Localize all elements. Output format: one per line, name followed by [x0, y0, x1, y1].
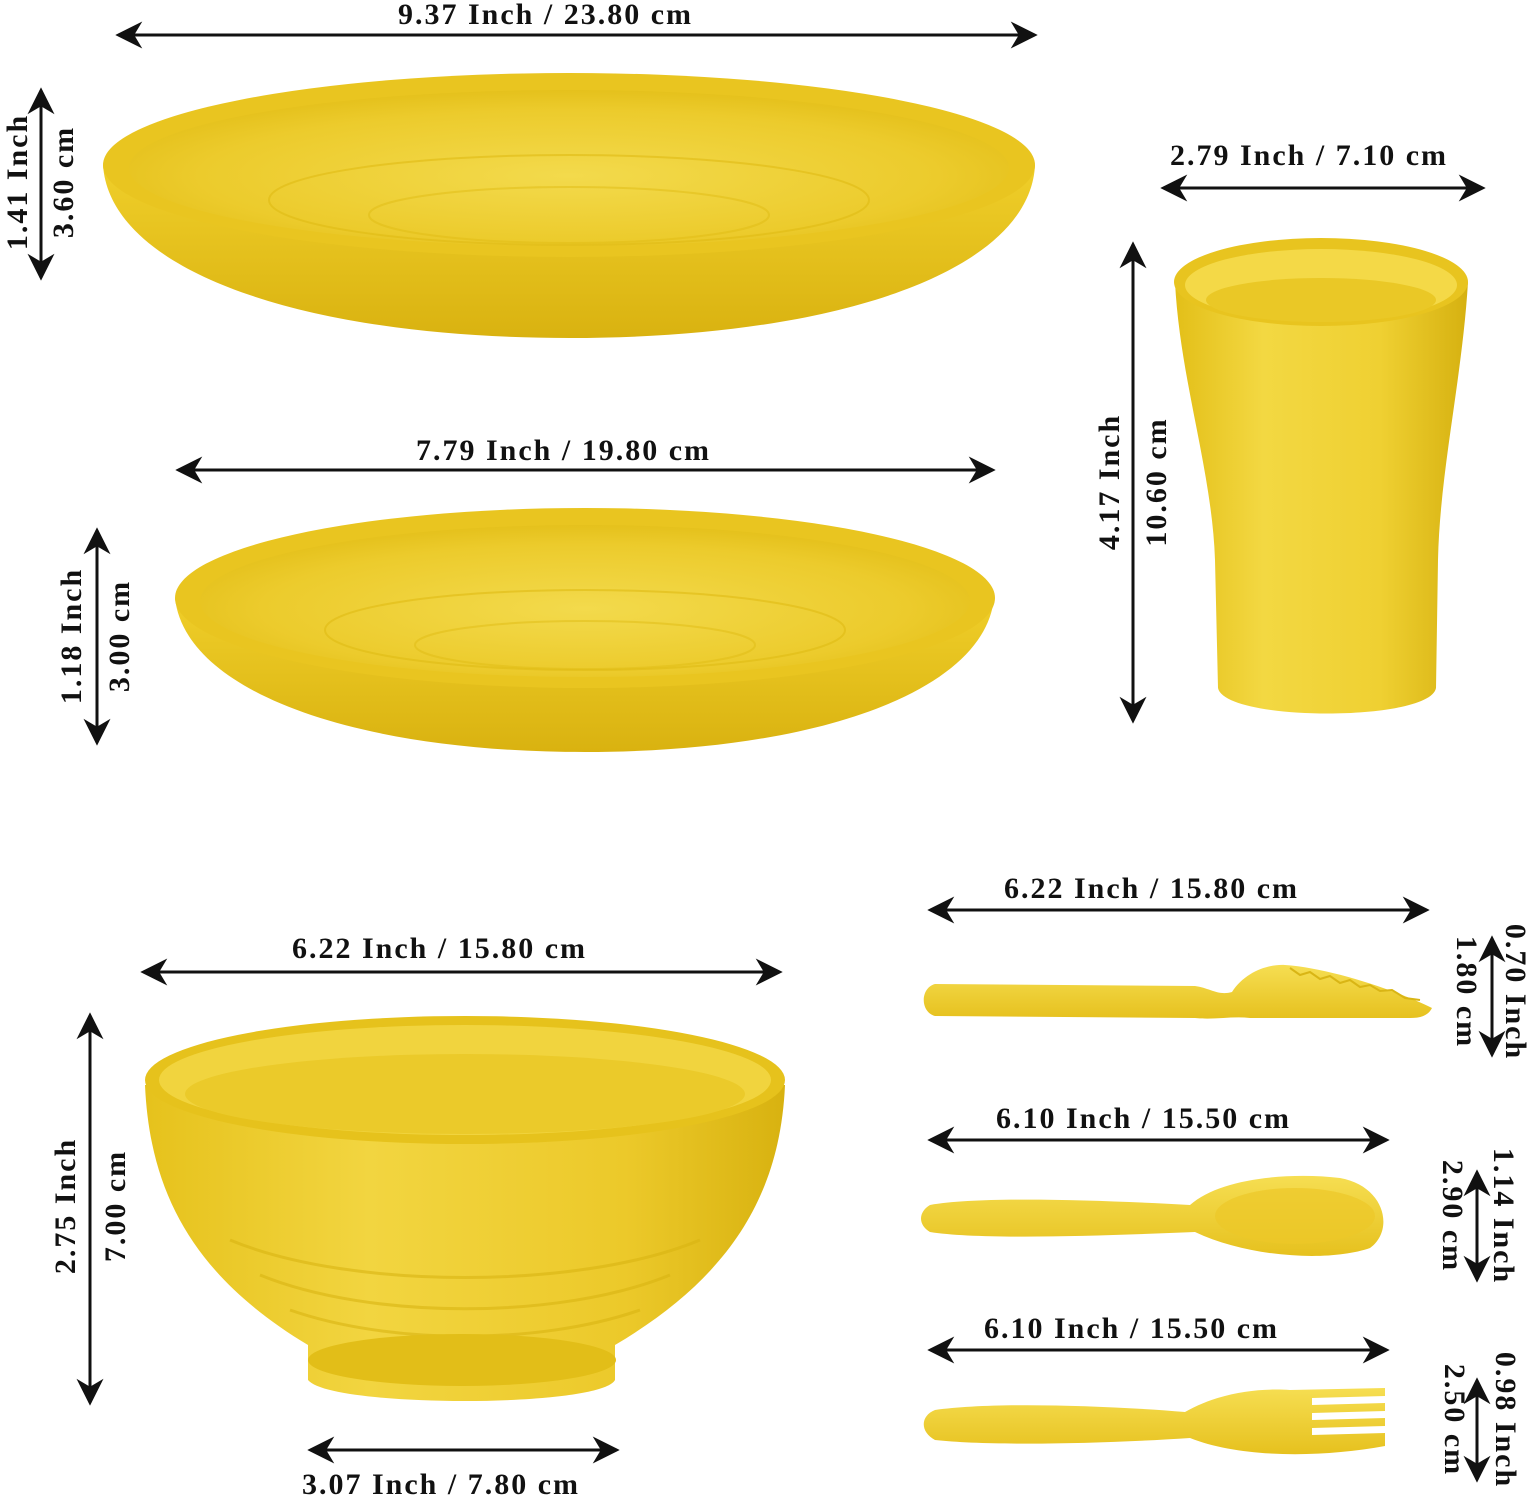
bowl-height-cm: 7.00 cm: [99, 1149, 132, 1263]
small-plate-height-cm: 3.00 cm: [103, 579, 136, 693]
knife-height-cm: 1.80 cm: [1450, 935, 1483, 1049]
knife-width-label: 6.22 Inch / 15.80 cm: [1004, 872, 1299, 905]
cup-height-cm: 10.60 cm: [1140, 417, 1173, 547]
knife-height-inch: 0.70 Inch: [1499, 923, 1532, 1061]
large-plate-height-inch: 1.41 Inch: [1, 113, 34, 251]
large-plate-width-label: 9.37 Inch / 23.80 cm: [398, 0, 693, 31]
cup-width-label: 2.79 Inch / 7.10 cm: [1170, 139, 1448, 172]
bowl-width-label: 6.22 Inch / 15.80 cm: [292, 932, 587, 965]
dimension-arrows: [27, 21, 1506, 1483]
fork-height-cm: 2.50 cm: [1438, 1363, 1471, 1477]
small-plate-width-label: 7.79 Inch / 19.80 cm: [416, 434, 711, 467]
bowl: [145, 1016, 785, 1401]
large-plate-height-cm: 3.60 cm: [47, 125, 80, 239]
small-plate-height-inch: 1.18 Inch: [55, 567, 88, 705]
spoon-width-label: 6.10 Inch / 15.50 cm: [996, 1102, 1291, 1135]
cup: [1174, 238, 1468, 714]
spoon-height-cm: 2.90 cm: [1436, 1159, 1469, 1273]
spoon-height-inch: 1.14 Inch: [1487, 1147, 1520, 1285]
spoon: [921, 1175, 1384, 1256]
fork-height-inch: 0.98 Inch: [1489, 1351, 1522, 1489]
bowl-height-inch: 2.75 Inch: [49, 1137, 82, 1275]
small-plate: [175, 508, 995, 752]
large-plate: [103, 73, 1035, 338]
bowl-base-label: 3.07 Inch / 7.80 cm: [302, 1468, 580, 1501]
fork-width-label: 6.10 Inch / 15.50 cm: [984, 1312, 1279, 1345]
fork: [923, 1388, 1385, 1455]
knife: [923, 964, 1432, 1019]
cup-height-inch: 4.17 Inch: [1093, 413, 1126, 551]
